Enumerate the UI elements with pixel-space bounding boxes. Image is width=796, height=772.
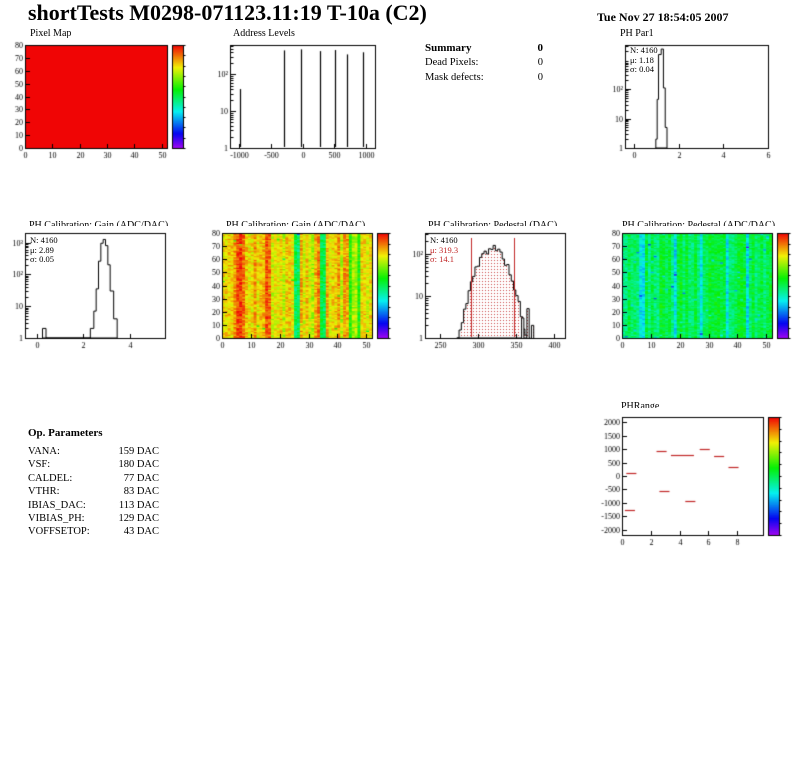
- op-parameters-panel: Op. Parameters VANA: 159 DAC VSF: 180 DA…: [28, 427, 159, 539]
- gain-heatmap: [197, 226, 396, 356]
- param-value: 159 DAC: [118, 446, 159, 457]
- param-value: 129 DAC: [118, 513, 159, 525]
- ph-range-plot: [592, 408, 796, 554]
- param-label: VSF:: [28, 459, 51, 471]
- param-value: 43 DAC: [123, 526, 159, 538]
- chart-title-address-levels: Address Levels: [233, 28, 295, 39]
- op-parameters-title: Op. Parameters: [28, 427, 103, 439]
- param-value: 83 DAC: [123, 486, 159, 498]
- address-levels-plot: [205, 38, 390, 166]
- param-value: 180 DAC: [118, 459, 159, 471]
- summary-panel: Summary 0 Dead Pixels: 0 Mask defects: 0: [425, 42, 543, 85]
- ph-par1-histogram: [600, 38, 796, 166]
- param-label: VOFFSETOP:: [28, 526, 90, 538]
- param-row-vsf: VSF: 180 DAC: [28, 458, 159, 471]
- param-row-voffsetop: VOFFSETOP: 43 DAC: [28, 525, 159, 538]
- summary-row-label: Dead Pixels:: [425, 57, 479, 68]
- param-row-vthr: VTHR: 83 DAC: [28, 485, 159, 498]
- summary-value: 0: [537, 42, 544, 54]
- chart-title-gain-hist: PH Calibration: Gain (ADC/DAC): [29, 220, 168, 231]
- stat-mu: μ: 2.89: [30, 244, 54, 255]
- chart-title-pedestal-map: PH Calibration: Pedestal (ADC/DAC): [622, 220, 775, 231]
- gain-hist-stats: N: 4160 μ: 2.89 σ: 0.05: [30, 235, 58, 265]
- stat-sigma: σ: 0.05: [30, 254, 54, 264]
- summary-title: Summary: [425, 42, 472, 54]
- summary-row-mask-defects: Mask defects: 0: [425, 71, 543, 86]
- timestamp: Tue Nov 27 18:54:05 2007: [597, 10, 729, 24]
- chart-title-pixel-map: Pixel Map: [30, 28, 72, 39]
- pedestal-hist-stats: N: 4160 μ: 319.3 σ: 14.1: [430, 235, 459, 265]
- page-title: shortTests M0298-071123.11:19 T-10a (C2): [28, 0, 427, 25]
- stat-sigma: σ: 14.1: [430, 254, 454, 264]
- pedestal-histogram: [400, 226, 585, 356]
- stat-mu: μ: 1.18: [630, 54, 654, 65]
- chart-title-gain-map: PH Calibration: Gain (ADC/DAC): [226, 220, 365, 231]
- pedestal-heatmap: [597, 226, 796, 356]
- gain-histogram: [0, 226, 192, 356]
- param-label: VIBIAS_PH:: [28, 513, 85, 525]
- ph-par1-stats: N: 4160 μ: 1.18 σ: 0.04: [630, 45, 658, 75]
- stat-n: N: 4160: [430, 235, 458, 245]
- param-row-ibias-dac: IBIAS_DAC: 113 DAC: [28, 499, 159, 512]
- pixel-map-heatmap: [0, 38, 192, 166]
- summary-row-value: 0: [537, 57, 543, 68]
- param-label: VANA:: [28, 446, 60, 457]
- stat-n: N: 4160: [30, 235, 58, 245]
- summary-row-label: Mask defects:: [425, 71, 484, 83]
- param-label: CALDEL:: [28, 472, 73, 484]
- summary-row-value: 0: [537, 71, 543, 83]
- chart-title-ph-par1: PH Par1: [620, 28, 654, 39]
- param-label: VTHR:: [28, 486, 60, 498]
- stat-n: N: 4160: [630, 45, 658, 55]
- param-row-caldel: CALDEL: 77 DAC: [28, 472, 159, 485]
- stat-mu: μ: 319.3: [430, 244, 459, 255]
- summary-row-dead-pixels: Dead Pixels: 0: [425, 56, 543, 71]
- param-row-vana: VANA: 159 DAC: [28, 445, 159, 458]
- param-value: 77 DAC: [123, 472, 159, 484]
- chart-title-ph-range: PHRange: [621, 401, 660, 412]
- stat-sigma: σ: 0.04: [630, 64, 654, 74]
- param-value: 113 DAC: [118, 499, 159, 511]
- param-label: IBIAS_DAC:: [28, 499, 86, 511]
- param-row-vibias-ph: VIBIAS_PH: 129 DAC: [28, 512, 159, 525]
- chart-title-pedestal-hist: PH Calibration: Pedestal (DAC): [428, 220, 557, 231]
